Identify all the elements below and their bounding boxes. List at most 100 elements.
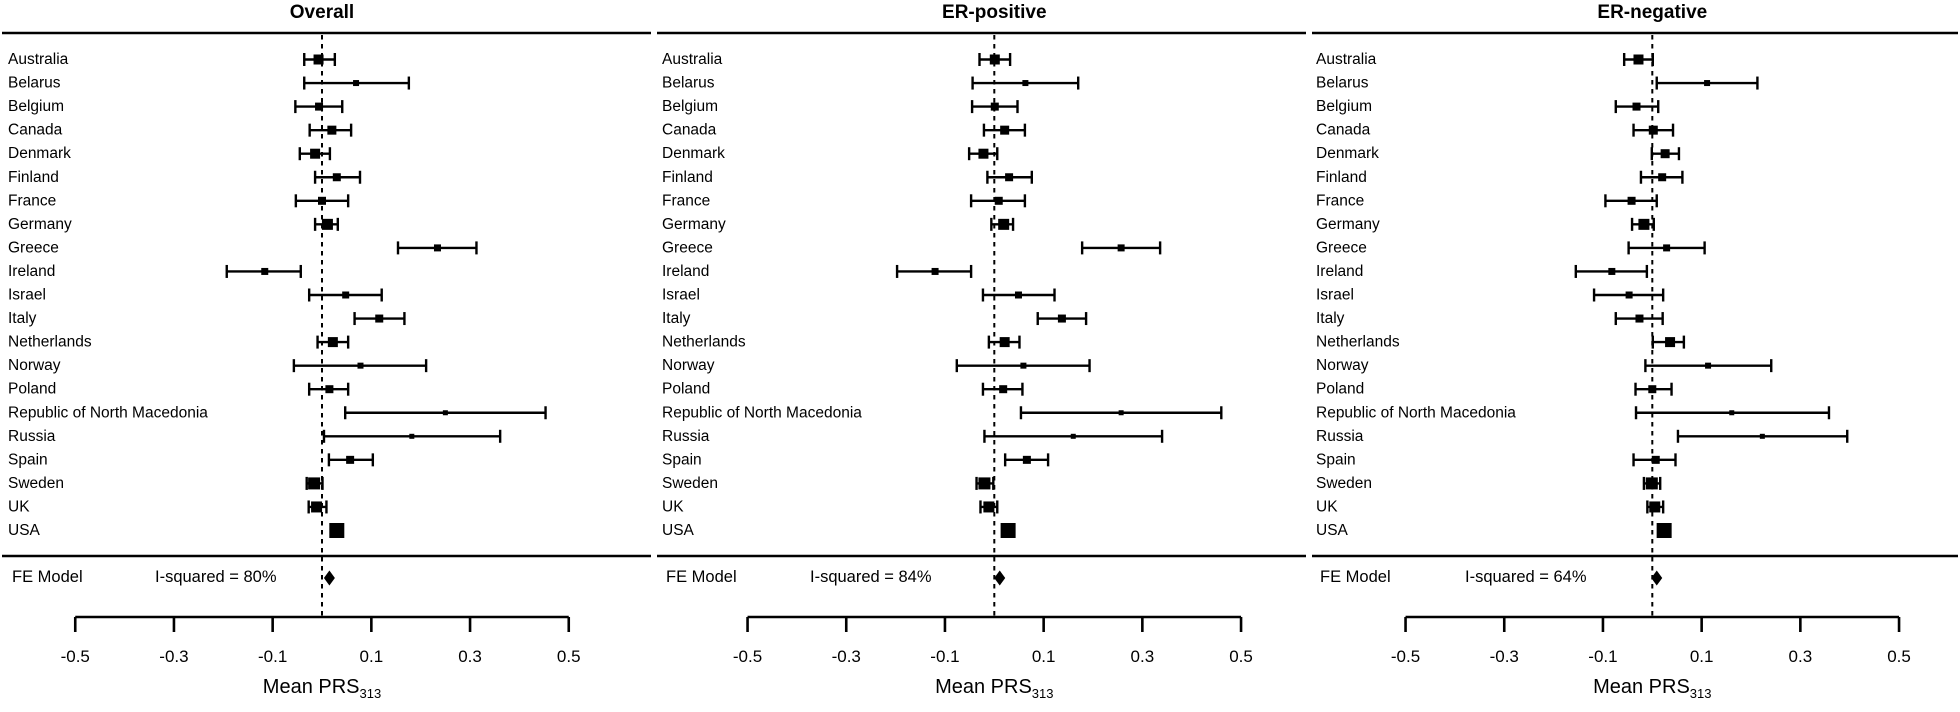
row-label: Greece (1316, 239, 1367, 256)
point-estimate-square (999, 337, 1010, 348)
point-estimate-square (1627, 196, 1636, 205)
forest-row: France (662, 192, 1027, 209)
point-estimate-square (1660, 149, 1670, 159)
point-estimate-square (332, 173, 341, 182)
point-estimate-square (998, 218, 1010, 230)
point-estimate-square (313, 54, 324, 65)
row-label: USA (662, 522, 695, 539)
forest-row: Canada (8, 122, 353, 139)
forest-row: Netherlands (1316, 334, 1686, 351)
forest-row: Ireland (662, 263, 973, 280)
point-estimate-square (329, 523, 345, 538)
point-estimate-square (989, 54, 1000, 65)
forest-row: UK (1316, 498, 1665, 515)
point-estimate-square (1000, 125, 1010, 135)
x-axis-tick-label: 0.5 (1229, 647, 1253, 666)
forest-row: Belarus (8, 75, 411, 92)
forest-row: Israel (662, 287, 1056, 304)
x-axis-tick-label: -0.5 (61, 647, 90, 666)
point-estimate-square (409, 433, 415, 439)
row-label: Sweden (8, 475, 64, 492)
x-axis-tick-label: -0.1 (930, 647, 959, 666)
x-axis-tick-label: -0.5 (1391, 647, 1420, 666)
row-label: Finland (662, 169, 713, 186)
point-estimate-square (310, 148, 321, 159)
forest-row: Ireland (8, 263, 302, 280)
forest-row: Germany (8, 216, 339, 233)
point-estimate-square (353, 80, 360, 87)
x-axis-tick-label: -0.5 (733, 647, 762, 666)
row-label: Italy (1316, 310, 1345, 327)
point-estimate-square (1648, 385, 1657, 394)
point-estimate-square (346, 455, 355, 464)
x-axis-tick-label: -0.3 (832, 647, 861, 666)
point-estimate-square (931, 267, 939, 275)
fe-diamond (994, 570, 1006, 586)
x-axis-label-subscript: 313 (1689, 686, 1712, 701)
forest-row: Israel (8, 287, 383, 304)
row-label: Poland (1316, 381, 1364, 398)
forest-row: Republic of North Macedonia (662, 404, 1223, 421)
row-label: Spain (8, 451, 48, 468)
fe-model-label: FE Model (666, 568, 737, 586)
x-axis-tick-label: 0.5 (557, 647, 581, 666)
forest-row: Netherlands (8, 334, 350, 351)
row-label: Denmark (8, 145, 71, 162)
point-estimate-square (1729, 410, 1735, 416)
point-estimate-square (318, 196, 326, 205)
row-label: Belarus (1316, 75, 1369, 92)
forest-row: Denmark (8, 145, 332, 162)
forest-row: Belgium (662, 98, 1019, 115)
row-label: Australia (8, 51, 69, 68)
forest-row: Australia (8, 51, 337, 68)
row-label: Belarus (662, 75, 715, 92)
row-label: Poland (662, 381, 710, 398)
i-squared-value: I-squared = 80% (155, 568, 277, 586)
row-label: Netherlands (662, 334, 746, 351)
point-estimate-square (327, 337, 338, 348)
point-estimate-square (1648, 125, 1658, 135)
point-estimate-square (1070, 433, 1076, 439)
point-estimate-square (325, 385, 334, 394)
row-label: Canada (1316, 122, 1371, 139)
forest-row: Norway (8, 357, 428, 374)
forest-row: Germany (1316, 216, 1655, 233)
forest-row: Spain (1316, 451, 1677, 468)
forest-row: Spain (662, 451, 1050, 468)
x-axis-tick-label: 0.1 (1690, 647, 1714, 666)
x-axis-tick-label: 0.1 (1032, 647, 1056, 666)
point-estimate-square (1000, 523, 1016, 538)
i-squared-value: I-squared = 64% (1465, 568, 1587, 586)
point-estimate-square (261, 267, 269, 275)
forest-row: Poland (1316, 381, 1673, 398)
row-label: Republic of North Macedonia (1316, 404, 1516, 421)
point-estimate-square (442, 410, 448, 416)
row-label: Spain (1316, 451, 1356, 468)
point-estimate-square (327, 125, 337, 135)
forest-row: Australia (1316, 51, 1654, 68)
forest-row: Republic of North Macedonia (1316, 404, 1831, 421)
row-label: Canada (8, 122, 63, 139)
row-label: Germany (1316, 216, 1380, 233)
point-estimate-square (994, 196, 1003, 205)
row-label: Republic of North Macedonia (8, 404, 208, 421)
point-estimate-square (983, 501, 995, 513)
x-axis-tick-label: 0.3 (458, 647, 482, 666)
row-label: Netherlands (8, 334, 92, 351)
forest-row: Finland (1316, 169, 1684, 186)
row-label: Ireland (1316, 263, 1363, 280)
point-estimate-square (1656, 523, 1672, 538)
row-label: Italy (662, 310, 691, 327)
fe-model-label: FE Model (12, 568, 83, 586)
forest-row: USA (662, 522, 1016, 539)
forest-row: Ireland (1316, 263, 1649, 280)
row-label: Denmark (1316, 145, 1379, 162)
row-label: Ireland (662, 263, 709, 280)
row-label: Belarus (8, 75, 61, 92)
forest-row: Sweden (8, 475, 324, 492)
forest-row: UK (662, 498, 999, 515)
row-label: UK (662, 498, 684, 515)
point-estimate-square (1635, 314, 1644, 323)
point-estimate-square (1638, 218, 1650, 230)
forest-row: Norway (662, 357, 1091, 374)
